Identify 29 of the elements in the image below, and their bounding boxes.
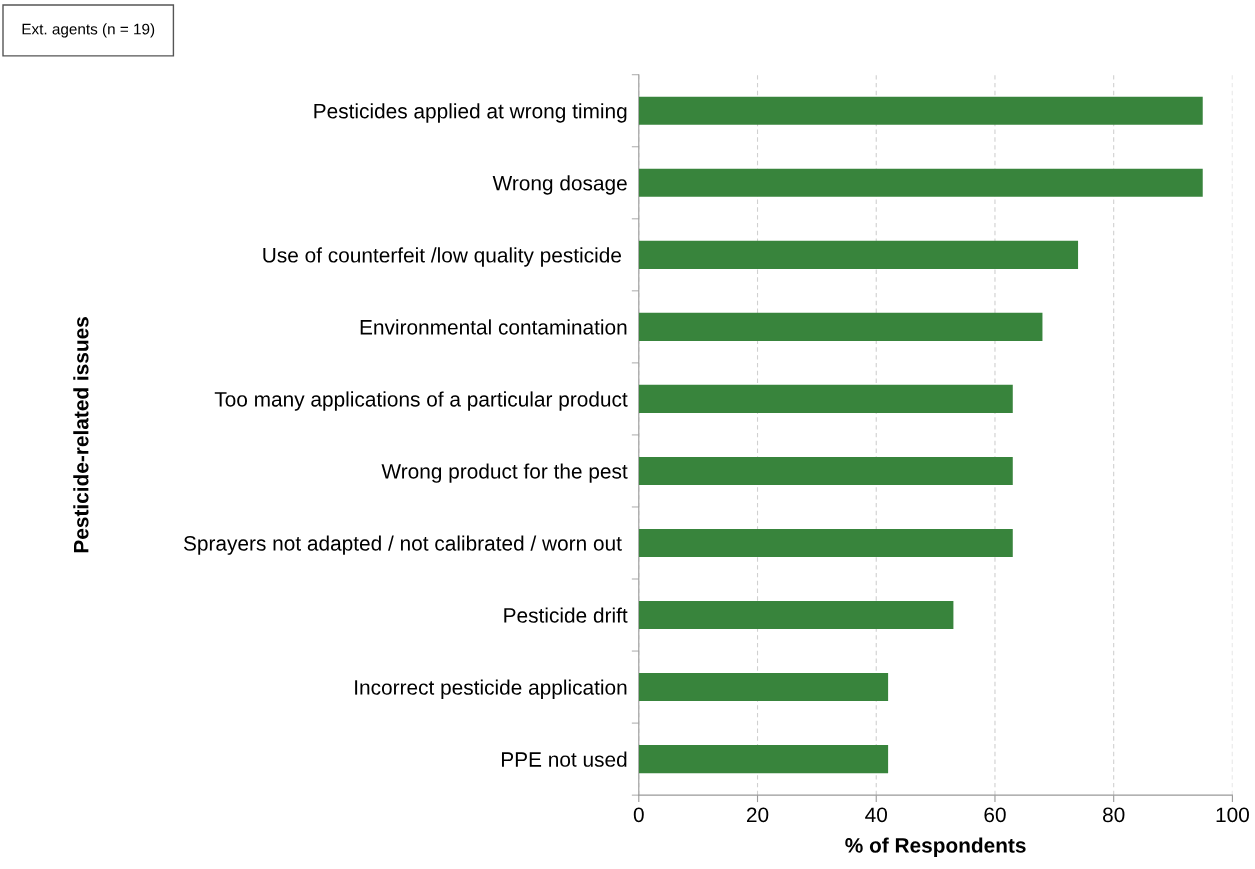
bar xyxy=(638,384,1013,413)
y-tick-label: Pesticides applied at wrong timing xyxy=(314,103,627,123)
x-tick-label: 80 xyxy=(1103,807,1125,823)
bar xyxy=(638,456,1013,485)
y-tick-label: Incorrect pesticide application xyxy=(355,679,627,699)
bar xyxy=(638,312,1043,341)
y-tick-label: Wrong dosage xyxy=(492,175,627,195)
text: Ext. agents (n = 19) xyxy=(22,23,155,38)
bar xyxy=(638,240,1079,269)
bar xyxy=(638,528,1013,558)
x-tick-label: 20 xyxy=(746,807,769,823)
x-tick-label: 60 xyxy=(984,807,1006,823)
y-tick-label: Wrong product for the pest xyxy=(381,463,628,483)
y-tick-label: Use of counterfeit /low quality pesticide xyxy=(263,247,621,267)
y-tick-label: Too many applications of a particular product xyxy=(214,391,628,411)
x-axis-title: % of Respondents xyxy=(845,837,1026,857)
y-axis-title: Pesticide-related issues xyxy=(73,317,89,553)
bar xyxy=(638,673,889,702)
y-tick-label: Sprayers not adapted / not calibrated / worn out xyxy=(183,535,622,555)
y-tick-label: Pesticide drift xyxy=(504,607,628,623)
bar xyxy=(638,96,1203,125)
x-tick-label: 0 xyxy=(633,807,644,823)
bar xyxy=(638,168,1203,197)
bar xyxy=(638,600,954,630)
x-tick-label: 100 xyxy=(1216,807,1249,823)
y-tick-label: PPE not used xyxy=(502,751,627,767)
y-tick-label: Environmental contamination xyxy=(360,319,627,335)
bar xyxy=(638,745,889,774)
x-tick-label: 40 xyxy=(865,807,888,823)
